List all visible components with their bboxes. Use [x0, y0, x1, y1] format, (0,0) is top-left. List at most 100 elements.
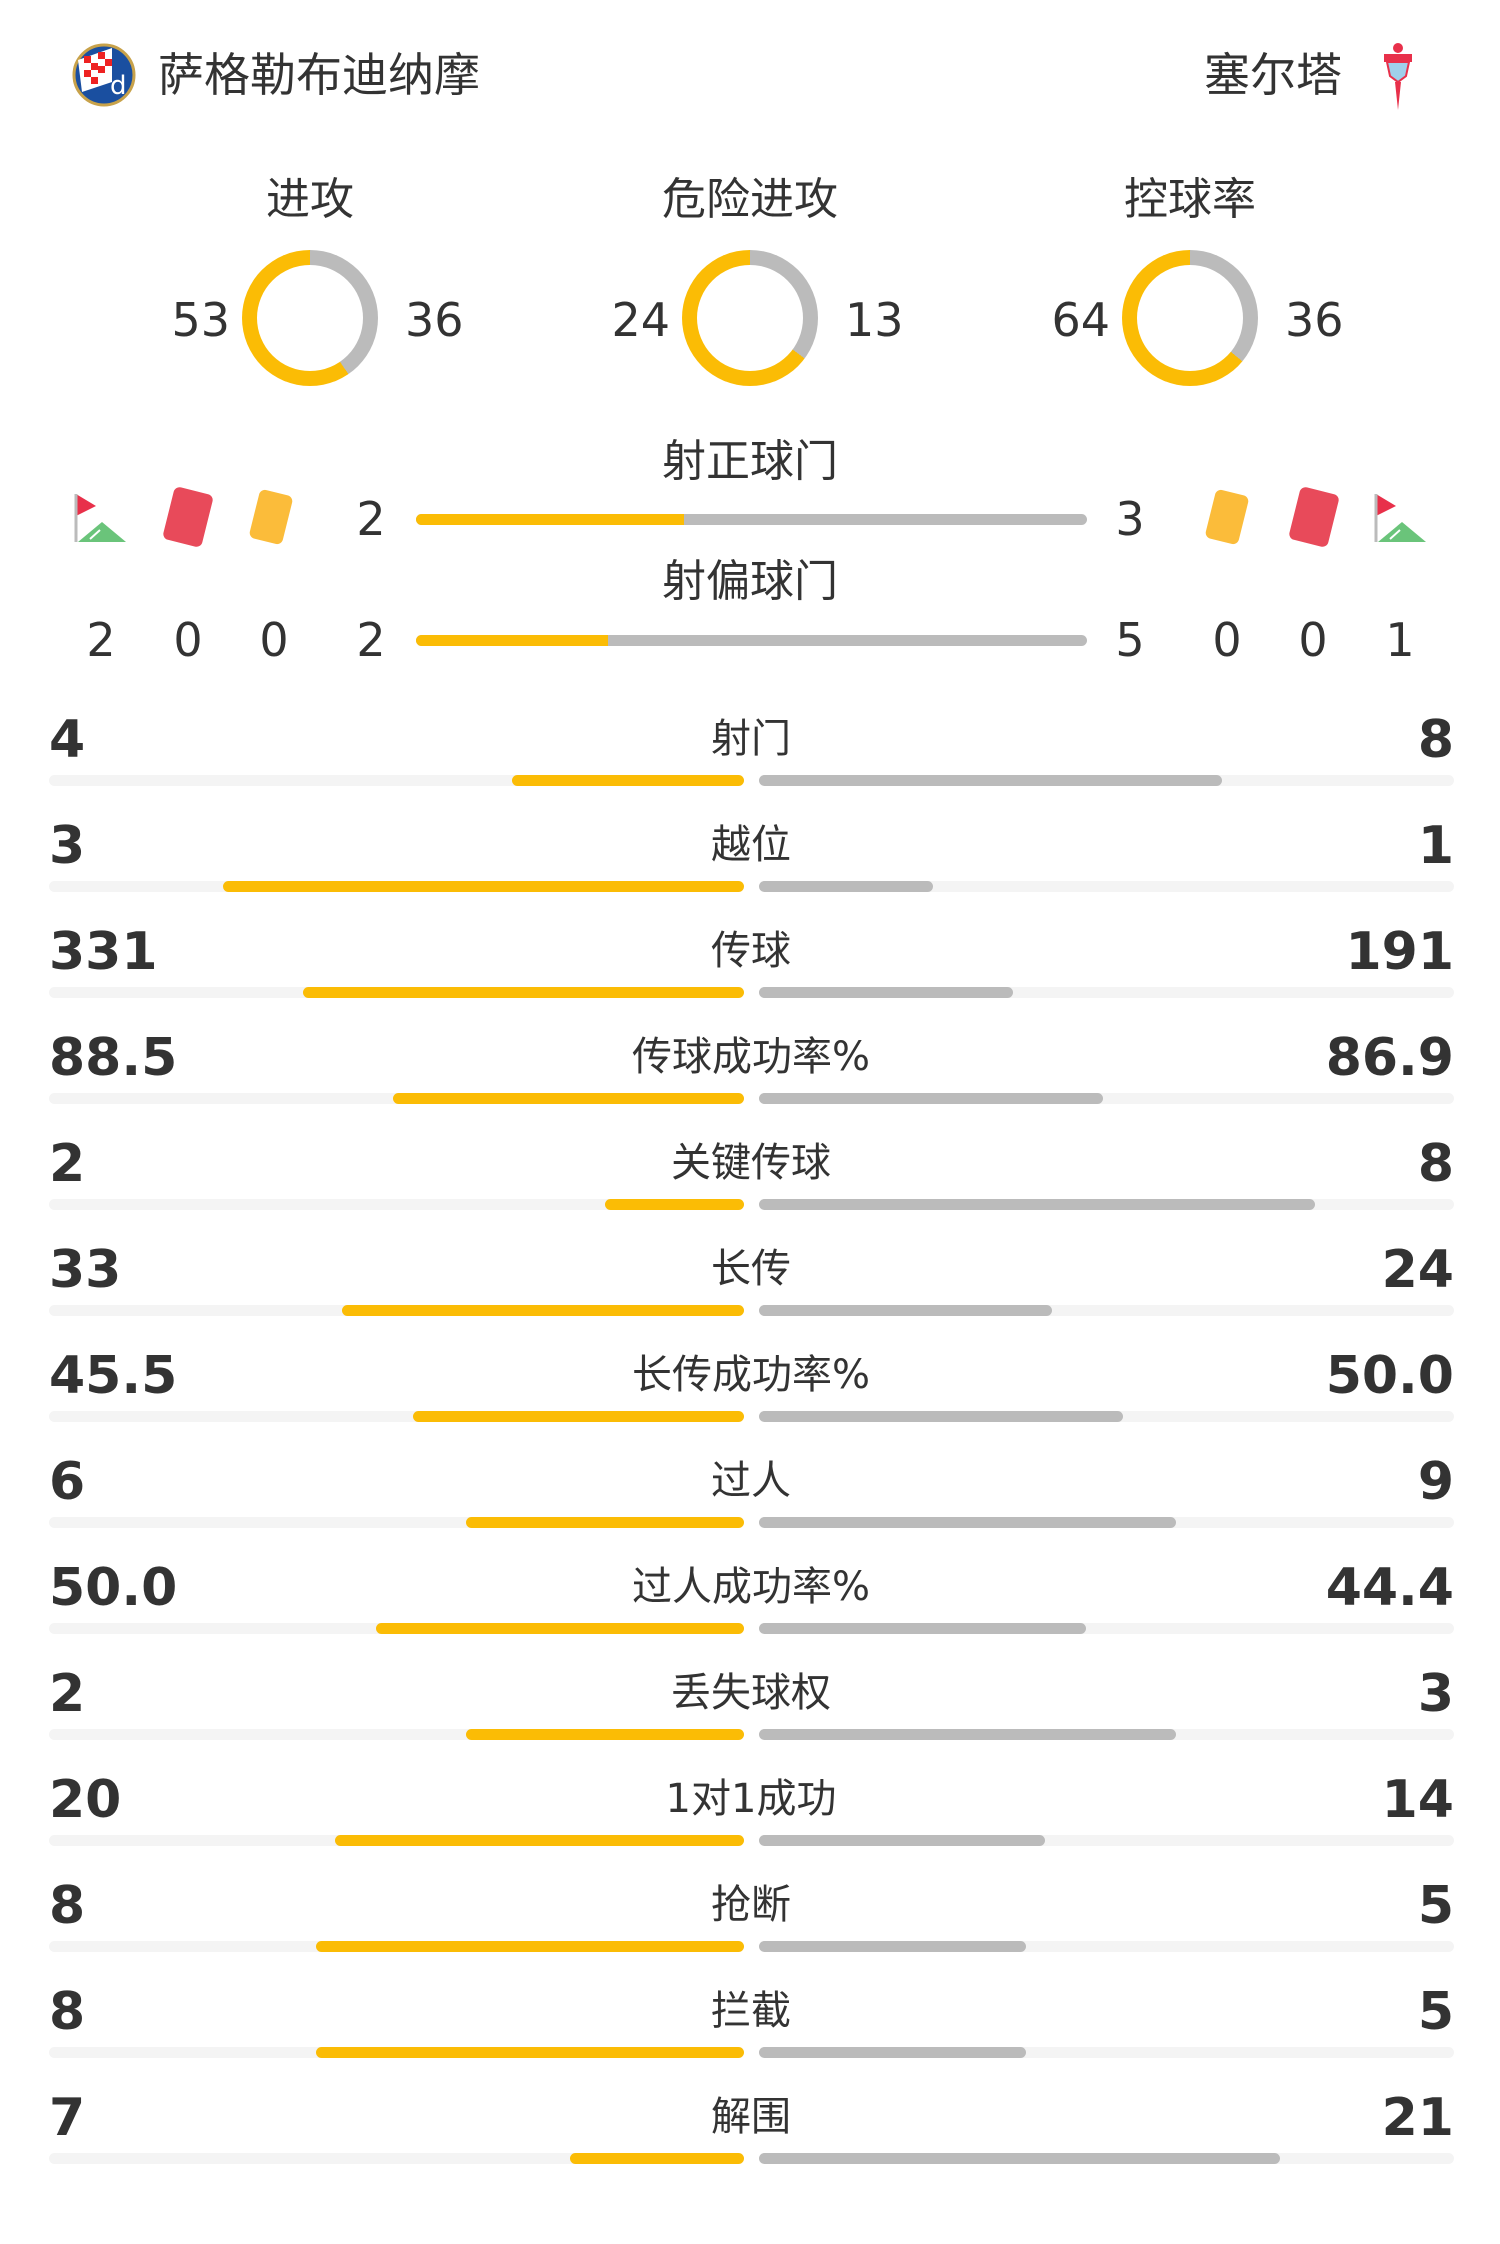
away-corners-count: 1: [1385, 613, 1415, 667]
stat-home-value: 3: [49, 816, 86, 876]
away-yellow-card-icon: [1204, 488, 1250, 546]
donut-home-value: 64: [1051, 293, 1110, 347]
stat-away-bar: [759, 1305, 1052, 1316]
stat-home-track: [49, 1305, 744, 1316]
stat-away-track: [759, 1517, 1454, 1528]
stat-away-value: 50.0: [1325, 1346, 1454, 1406]
stat-away-value: 44.4: [1325, 1558, 1454, 1618]
stat-row: 33 长传 24: [0, 1240, 1500, 1346]
stat-home-track: [49, 1729, 744, 1740]
stat-home-bar: [303, 987, 744, 998]
stat-row: 20 1对1成功 14: [0, 1770, 1500, 1876]
home-corner-icon: [74, 492, 128, 548]
donut-title: 进攻: [266, 174, 354, 225]
stat-label: 解围: [711, 2094, 791, 2140]
donut-away-value: 36: [1285, 293, 1344, 347]
stat-row: 6 过人 9: [0, 1452, 1500, 1558]
stat-away-track: [759, 1941, 1454, 1952]
stat-away-value: 9: [1417, 1452, 1454, 1512]
donut-title: 控球率: [1124, 174, 1256, 225]
stat-away-track: [759, 1835, 1454, 1846]
stat-home-value: 8: [49, 1982, 86, 2042]
away-yellow-cards-count: 0: [1212, 613, 1242, 667]
stat-away-track: [759, 881, 1454, 892]
stat-home-value: 2: [49, 1664, 86, 1724]
stat-away-track: [759, 1093, 1454, 1104]
shot-bar-home-fill: [416, 514, 685, 525]
stat-away-bar: [759, 775, 1223, 786]
shot-home-value: 2: [356, 492, 386, 546]
stat-label: 1对1成功: [665, 1776, 837, 1822]
stat-away-value: 14: [1381, 1770, 1454, 1830]
donut-away-value: 36: [405, 293, 464, 347]
stat-away-bar: [759, 1729, 1176, 1740]
stat-away-track: [759, 2047, 1454, 2058]
donut-home-value: 24: [611, 293, 670, 347]
stat-away-value: 1: [1417, 816, 1454, 876]
stat-home-bar: [316, 2047, 744, 2058]
shot-bar: [416, 514, 1087, 525]
stat-row: 4 射门 8: [0, 710, 1500, 816]
stat-home-value: 331: [49, 922, 158, 982]
stat-home-value: 33: [49, 1240, 122, 1300]
stat-row: 50.0 过人成功率% 44.4: [0, 1558, 1500, 1664]
stat-home-track: [49, 1093, 744, 1104]
stat-home-bar: [466, 1517, 744, 1528]
stat-away-track: [759, 1729, 1454, 1740]
stat-away-track: [759, 775, 1454, 786]
stat-row: 3 越位 1: [0, 816, 1500, 922]
stat-away-bar: [759, 2047, 1027, 2058]
away-team-name: 塞尔塔: [1204, 48, 1342, 102]
stat-home-track: [49, 1411, 744, 1422]
stat-home-track: [49, 2047, 744, 2058]
stat-label: 过人: [711, 1458, 791, 1504]
stat-home-bar: [316, 1941, 744, 1952]
stat-home-track: [49, 987, 744, 998]
shot-label: 射偏球门: [662, 556, 838, 607]
stat-label: 抢断: [711, 1882, 791, 1928]
stat-away-value: 191: [1345, 922, 1454, 982]
stat-away-value: 21: [1381, 2088, 1454, 2148]
stat-away-value: 24: [1381, 1240, 1454, 1300]
home-red-card-icon: [162, 485, 214, 549]
stat-home-track: [49, 775, 744, 786]
home-red-cards-count: 0: [173, 613, 203, 667]
stat-home-bar: [341, 1305, 744, 1316]
shot-label: 射正球门: [662, 436, 838, 487]
home-corners-count: 2: [86, 613, 116, 667]
donut-chart: [682, 250, 818, 386]
away-red-cards-count: 0: [1298, 613, 1328, 667]
stat-home-bar: [605, 1199, 744, 1210]
stat-away-track: [759, 2153, 1454, 2164]
stat-home-track: [49, 1199, 744, 1210]
stat-home-value: 2: [49, 1134, 86, 1194]
stat-away-bar: [759, 1835, 1046, 1846]
stat-away-bar: [759, 881, 933, 892]
stat-home-value: 4: [49, 710, 86, 770]
stat-label: 传球: [711, 928, 791, 974]
stat-home-value: 20: [49, 1770, 122, 1830]
stat-home-track: [49, 1517, 744, 1528]
home-yellow-cards-count: 0: [259, 613, 289, 667]
stat-home-track: [49, 2153, 744, 2164]
shot-bar: [416, 635, 1087, 646]
stat-away-bar: [759, 1517, 1176, 1528]
stat-home-bar: [393, 1093, 744, 1104]
stat-away-bar: [759, 1623, 1086, 1634]
stat-row: 8 拦截 5: [0, 1982, 1500, 2088]
stat-away-track: [759, 987, 1454, 998]
donut-home-value: 53: [171, 293, 230, 347]
stat-home-track: [49, 881, 744, 892]
stat-away-track: [759, 1199, 1454, 1210]
away-red-card-icon: [1288, 485, 1340, 549]
donut-chart: [1122, 250, 1258, 386]
stat-away-track: [759, 1305, 1454, 1316]
stat-row: 2 丢失球权 3: [0, 1664, 1500, 1770]
stat-row: 331 传球 191: [0, 922, 1500, 1028]
stat-home-track: [49, 1623, 744, 1634]
stat-away-value: 5: [1417, 1982, 1454, 2042]
stat-home-track: [49, 1941, 744, 1952]
stat-away-bar: [759, 987, 1014, 998]
stat-away-track: [759, 1411, 1454, 1422]
away-corner-icon: [1374, 492, 1428, 548]
